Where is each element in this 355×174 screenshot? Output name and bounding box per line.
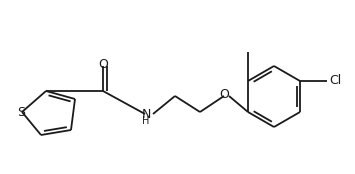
Text: H: H bbox=[142, 116, 150, 126]
Text: N: N bbox=[141, 109, 151, 121]
Text: O: O bbox=[219, 89, 229, 101]
Text: O: O bbox=[98, 58, 108, 72]
Text: S: S bbox=[17, 105, 25, 118]
Text: Cl: Cl bbox=[329, 73, 341, 86]
